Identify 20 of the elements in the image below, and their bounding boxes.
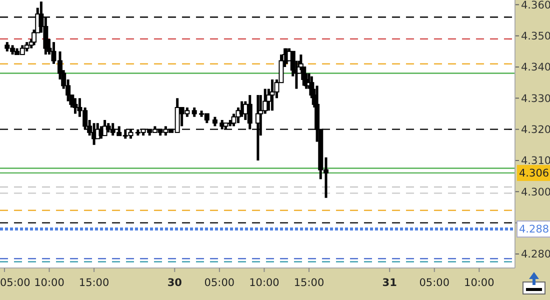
y-tick-label: 4.310 xyxy=(521,155,550,168)
x-tick-label: 10:00 xyxy=(34,277,64,289)
y-tick-label: 4.280 xyxy=(521,248,550,261)
x-tick-label: 30 xyxy=(167,277,182,289)
x-tick-label: 15:00 xyxy=(294,277,324,289)
x-tick-label: 05:00 xyxy=(204,277,235,289)
x-tick-label: 31 xyxy=(382,277,397,289)
y-tick-label: 4.350 xyxy=(521,30,550,43)
ref-line-label: 4.306 xyxy=(519,168,550,180)
y-tick-label: 4.330 xyxy=(521,92,550,105)
x-tick-label: 05:00 xyxy=(0,277,30,289)
x-tick-label: 10:00 xyxy=(249,277,280,289)
y-tick-label: 4.340 xyxy=(521,62,550,74)
x-tick-label: 05:00 xyxy=(419,277,450,289)
y-tick-label: 4.360 xyxy=(521,0,550,12)
ref-line-label: 4.288 xyxy=(519,224,550,236)
x-tick-label: 10:00 xyxy=(464,277,494,289)
y-tick-label: 4.300 xyxy=(521,186,550,198)
x-tick-label: 15:00 xyxy=(78,277,110,289)
y-tick-label: 4.320 xyxy=(521,124,550,136)
